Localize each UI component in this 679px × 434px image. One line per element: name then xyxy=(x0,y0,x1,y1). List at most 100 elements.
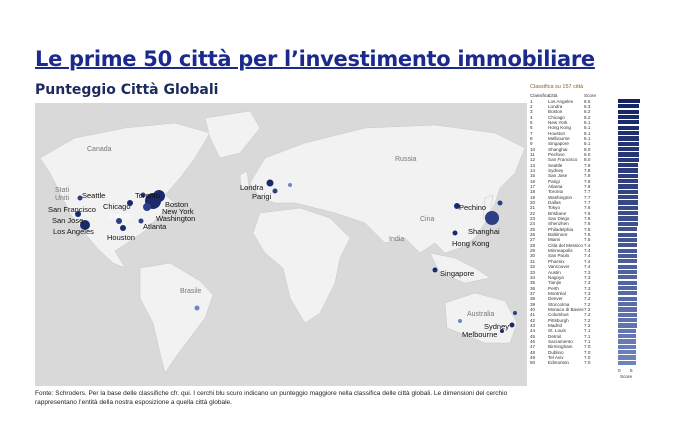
score-bar xyxy=(618,163,639,168)
ranking-row: 19 Washington 7.7 xyxy=(530,195,650,200)
city-cell: Stoccolma xyxy=(548,301,570,307)
city-cell: Londra xyxy=(548,103,563,109)
rank-cell: 41 xyxy=(530,312,536,318)
city-label: San Jose xyxy=(52,216,84,225)
score-cell: 7.1 xyxy=(584,333,591,339)
city-cell: San Jose xyxy=(548,173,568,179)
score-cell: 7.8 xyxy=(584,167,591,173)
city-label: Sydney xyxy=(484,322,510,331)
city-label: Dallas xyxy=(110,211,131,220)
ranking-row: 21 Tokyo 7.6 xyxy=(530,205,650,210)
marker-atlanta xyxy=(138,218,144,224)
marker-toronto xyxy=(140,192,146,198)
score-bar xyxy=(618,168,639,173)
score-cell: 8.1 xyxy=(584,125,591,131)
score-cell: 7.6 xyxy=(584,216,591,222)
score-bar xyxy=(618,114,640,120)
score-cell: 7.7 xyxy=(584,189,591,195)
rank-cell: 29 xyxy=(530,248,536,254)
score-cell: 7.3 xyxy=(584,280,591,286)
ranking-row: 30 San Paolo 7.4 xyxy=(530,253,650,258)
rank-cell: 22 xyxy=(530,210,536,216)
city-cell: Pittsburgh xyxy=(548,317,569,323)
ranking-row: 48 Dublino 7.0 xyxy=(530,350,650,355)
ranking-row: 40 Monaco di Baviera 7.2 xyxy=(530,307,650,312)
page-title: Le prime 50 città per l’investimento imm… xyxy=(35,47,595,71)
score-cell: 8.0 xyxy=(584,146,591,152)
city-cell: New York xyxy=(548,119,568,125)
score-axis: 0 5 Score xyxy=(618,366,650,379)
ranking-row: 36 Perth 7.3 xyxy=(530,285,650,291)
rank-cell: 49 xyxy=(530,355,536,361)
axis-tick: 5 xyxy=(630,367,633,373)
city-cell: Edmonton xyxy=(548,360,569,366)
city-cell: Nagoya xyxy=(548,274,564,280)
ranking-row: 17 Atlanta 7.8 xyxy=(530,184,650,189)
city-cell: Sacramento xyxy=(548,338,573,344)
score-bar xyxy=(618,211,638,216)
marker-parigi xyxy=(272,188,278,194)
region-label: Australia xyxy=(467,311,495,318)
city-cell: Pechino xyxy=(548,151,565,157)
score-cell: 7.0 xyxy=(584,344,591,350)
city-label: Singapore xyxy=(440,269,475,278)
south-america xyxy=(139,262,214,374)
score-cell: 7.1 xyxy=(584,328,591,334)
score-bar xyxy=(618,259,638,264)
city-cell: Dallas xyxy=(548,200,561,206)
city-cell: Baltimore xyxy=(548,232,568,238)
score-bar xyxy=(618,350,637,355)
region-label: India xyxy=(389,236,405,243)
city-cell: Seattle xyxy=(548,162,563,168)
score-cell: 7.7 xyxy=(584,194,591,200)
score-bar xyxy=(618,280,637,285)
ranking-row: 15 San Jose 7.8 xyxy=(530,173,650,178)
score-bar xyxy=(618,307,637,312)
score-cell: 7.6 xyxy=(584,205,591,211)
rank-cell: 25 xyxy=(530,226,536,232)
rank-cell: 43 xyxy=(530,322,536,328)
city-cell: Los Angeles xyxy=(548,98,574,104)
rank-cell: 15 xyxy=(530,173,536,179)
score-cell: 7.9 xyxy=(584,162,591,168)
score-bar xyxy=(618,227,638,232)
ranking-row: 38 Denver 7.2 xyxy=(530,296,650,301)
rank-cell: 34 xyxy=(530,274,536,280)
ranking-row: 1 Los Angeles 8.5 xyxy=(530,98,650,104)
marker-shanghai xyxy=(485,211,499,225)
score-cell: 7.0 xyxy=(584,355,591,361)
ranking-row: 14 Sydney 7.8 xyxy=(530,168,650,173)
marker-brisbane xyxy=(513,311,517,315)
score-cell: 7.2 xyxy=(584,322,591,328)
ranking-row: 32 Vancouver 7.4 xyxy=(530,264,650,269)
ranking-row: 18 Toronto 7.7 xyxy=(530,189,650,194)
africa xyxy=(252,207,351,324)
rank-cell: 46 xyxy=(530,338,536,344)
world-map: Canada Russia Stati Uniti Cina India Bra… xyxy=(35,103,527,386)
rank-cell: 45 xyxy=(530,333,536,339)
ranking-row: 9 Singapore 8.1 xyxy=(530,141,650,146)
city-cell: Boston xyxy=(548,109,563,115)
ranking-row: 46 Sacramento 7.1 xyxy=(530,339,650,344)
ranking-row: 7 Houston 8.1 xyxy=(530,130,650,136)
map-subtitle: Punteggio Città Globali xyxy=(35,82,219,98)
ranking-row: 2 Londra 8.3 xyxy=(530,104,650,109)
region-label: Canada xyxy=(87,146,112,153)
marker-los-angeles xyxy=(80,220,90,230)
ranking-row: 49 Tel Aviv 7.0 xyxy=(530,355,650,360)
score-bar xyxy=(618,264,638,269)
score-bar xyxy=(618,120,639,125)
land-shapes xyxy=(39,110,526,374)
marker-hong-kong xyxy=(452,230,458,236)
ranking-row: 28 Città del Messico 7.4 xyxy=(530,243,650,248)
rank-cell: 24 xyxy=(530,221,536,227)
marker-melbourne xyxy=(500,329,504,333)
rank-cell: 35 xyxy=(530,280,536,286)
score-bar xyxy=(618,200,638,205)
city-label: Chicago xyxy=(103,202,131,211)
rank-cell: 48 xyxy=(530,349,536,355)
score-cell: 8.1 xyxy=(584,141,591,147)
score-cell: 7.6 xyxy=(584,210,591,216)
ranking-row: 41 Columbus 7.2 xyxy=(530,312,650,317)
score-cell: 7.4 xyxy=(584,264,591,270)
